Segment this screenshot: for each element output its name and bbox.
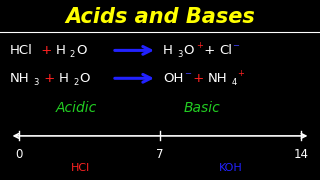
Text: 3: 3: [34, 78, 39, 87]
Text: H: H: [59, 72, 69, 85]
Text: KOH: KOH: [219, 163, 242, 173]
Text: O: O: [183, 44, 194, 57]
Text: NH: NH: [207, 72, 227, 85]
Text: +: +: [237, 69, 244, 78]
Text: 0: 0: [15, 148, 23, 161]
Text: 3: 3: [177, 50, 182, 59]
Text: Cl: Cl: [219, 44, 232, 57]
Text: 7: 7: [156, 148, 164, 161]
Text: H: H: [163, 44, 173, 57]
Text: Acids and Bases: Acids and Bases: [65, 7, 255, 27]
Text: +: +: [40, 72, 59, 85]
Text: 4: 4: [231, 78, 236, 87]
Text: OH: OH: [163, 72, 184, 85]
Text: +: +: [37, 44, 56, 57]
Text: H: H: [56, 44, 66, 57]
Text: −: −: [184, 69, 191, 78]
Text: +: +: [196, 41, 203, 50]
Text: O: O: [76, 44, 87, 57]
Text: HCl: HCl: [10, 44, 32, 57]
Text: 2: 2: [70, 50, 75, 59]
Text: −: −: [232, 41, 239, 50]
Text: O: O: [79, 72, 90, 85]
Text: HCl: HCl: [70, 163, 90, 173]
Text: Basic: Basic: [183, 101, 220, 115]
Text: 14: 14: [293, 148, 308, 161]
Text: +: +: [200, 44, 220, 57]
Text: 2: 2: [73, 78, 78, 87]
Text: +: +: [189, 72, 209, 85]
Text: Acidic: Acidic: [56, 101, 97, 115]
Text: NH: NH: [10, 72, 29, 85]
